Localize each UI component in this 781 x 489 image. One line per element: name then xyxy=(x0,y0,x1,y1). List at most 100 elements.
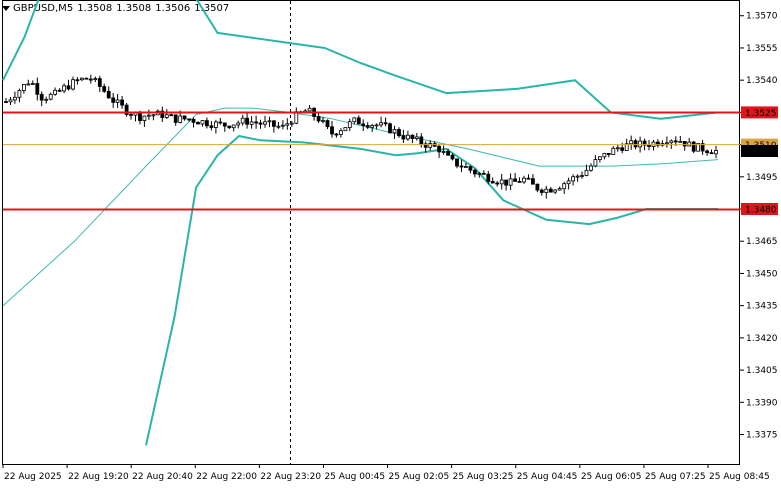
candle xyxy=(441,145,446,155)
candle xyxy=(200,120,205,127)
candle-body-bear xyxy=(361,123,366,127)
candle xyxy=(410,134,415,144)
candle xyxy=(312,107,317,121)
candle xyxy=(330,121,334,138)
dropdown-triangle-icon[interactable] xyxy=(2,5,10,11)
candle xyxy=(227,125,232,129)
candle-body-bull xyxy=(213,121,218,128)
candle-body-bear xyxy=(218,121,223,124)
candle xyxy=(714,145,718,159)
candle-body-bull xyxy=(687,141,692,147)
candle-body-bull xyxy=(714,150,718,155)
candle xyxy=(548,186,553,193)
y-tick-label: 1.3435 xyxy=(746,302,778,312)
candle-body-bear xyxy=(709,152,714,155)
candle-body-bull xyxy=(240,117,245,124)
candle xyxy=(682,140,687,151)
candle-body-bull xyxy=(178,115,183,123)
ohlc-high: 1.3508 xyxy=(116,3,152,14)
candle-body-bull xyxy=(71,79,75,90)
y-tick-label: 1.3375 xyxy=(746,431,778,441)
candle xyxy=(383,117,388,127)
candle xyxy=(428,140,433,151)
candle-body-bear xyxy=(459,165,464,168)
candle xyxy=(580,171,584,179)
x-tick-label: 25 Aug 07:25 xyxy=(645,472,706,482)
candle xyxy=(629,135,634,150)
candle xyxy=(589,163,593,172)
level-price-label: 1.3525 xyxy=(745,109,777,119)
candle xyxy=(705,149,709,156)
candle-body-bear xyxy=(397,129,401,137)
candle xyxy=(709,149,714,155)
candle xyxy=(289,120,294,127)
candle xyxy=(571,174,575,186)
candle xyxy=(26,79,31,86)
candle-body-bull xyxy=(508,178,513,186)
candle-body-bull xyxy=(441,150,446,153)
candle-body-bull xyxy=(53,89,57,95)
candle-body-bear xyxy=(209,125,214,128)
candle xyxy=(526,174,531,180)
candle-body-bull xyxy=(584,169,589,176)
candle-body-bear xyxy=(504,179,509,186)
candle xyxy=(276,122,281,129)
candle xyxy=(124,103,129,117)
candle-body-bull xyxy=(338,130,343,135)
candle-body-bull xyxy=(562,183,567,190)
candle xyxy=(486,171,491,185)
x-tick-label: 25 Aug 08:45 xyxy=(709,472,770,482)
candle-body-bull xyxy=(522,177,526,183)
candle-body-bull xyxy=(428,143,433,148)
candle xyxy=(414,133,419,141)
candle-body-bull xyxy=(566,180,571,185)
candle-body-bear xyxy=(124,104,129,115)
candle-body-bear xyxy=(57,89,62,92)
candle-body-bull xyxy=(249,121,254,125)
candle-body-bull xyxy=(638,140,642,148)
candle-body-bull xyxy=(374,124,379,127)
candle-body-bear xyxy=(423,143,428,148)
candle xyxy=(30,80,35,86)
time-axis[interactable]: 22 Aug 2025 22 Aug 19:20 22 Aug 20:40 22 Au… xyxy=(2,464,770,482)
candle xyxy=(334,133,339,138)
candle xyxy=(544,185,549,199)
candle xyxy=(236,120,241,129)
candle xyxy=(660,140,665,147)
candle-body-bull xyxy=(30,83,35,85)
candle-body-bear xyxy=(472,169,477,175)
candle-body-bull xyxy=(21,84,26,91)
candle-body-bull xyxy=(289,122,294,125)
candle xyxy=(240,114,245,126)
candle-body-bear xyxy=(169,114,174,117)
candle xyxy=(80,77,84,82)
candle-body-bear xyxy=(419,136,424,145)
candle xyxy=(325,119,330,129)
candle-body-bull xyxy=(93,78,98,80)
current-price-box xyxy=(741,145,778,157)
candle-body-bull xyxy=(267,120,272,123)
candle-body-bear xyxy=(481,172,486,175)
candle xyxy=(347,118,352,132)
candle-body-bull xyxy=(571,176,575,182)
candle xyxy=(401,129,406,143)
candle xyxy=(280,120,285,130)
candle xyxy=(535,183,540,193)
y-tick-label: 1.3390 xyxy=(746,398,778,408)
candle-body-bear xyxy=(673,140,678,143)
candle-body-bear xyxy=(187,118,192,121)
candle xyxy=(370,123,375,132)
candle-body-bear xyxy=(102,86,107,92)
candle xyxy=(285,118,290,130)
candle-body-bull xyxy=(665,142,669,145)
candle-body-bull xyxy=(285,123,290,126)
price-axis[interactable]: 1.35701.35551.35401.35251.35101.34951.34… xyxy=(740,12,778,441)
candle-body-bull xyxy=(477,172,482,175)
candle-body-bull xyxy=(26,83,31,86)
candle-body-bull xyxy=(146,114,151,117)
candle xyxy=(539,188,544,196)
candle xyxy=(490,177,495,184)
candle-body-bull xyxy=(263,121,267,125)
candle xyxy=(106,86,111,99)
